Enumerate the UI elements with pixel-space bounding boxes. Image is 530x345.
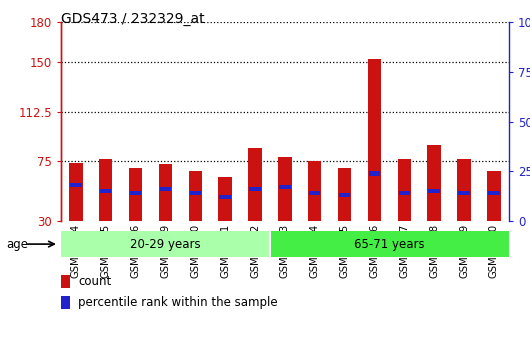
Bar (100, 189, 111, 193)
Bar (457, 159, 471, 221)
Bar (219, 195, 231, 199)
Bar (488, 191, 500, 195)
Bar (458, 191, 470, 195)
Bar (189, 170, 202, 221)
Bar (129, 168, 143, 221)
Bar (69, 162, 83, 221)
Text: percentile rank within the sample: percentile rank within the sample (78, 296, 278, 309)
Bar (487, 170, 501, 221)
Bar (309, 191, 321, 195)
Bar (428, 189, 440, 193)
Bar (249, 187, 261, 191)
Bar (338, 168, 351, 221)
Bar (190, 191, 201, 195)
Bar (248, 148, 262, 221)
Text: age: age (6, 238, 29, 251)
Bar (218, 177, 232, 221)
Text: count: count (78, 275, 111, 288)
Text: GDS473 / 232329_at: GDS473 / 232329_at (61, 12, 205, 26)
Bar (427, 146, 441, 221)
Bar (279, 185, 290, 189)
Bar (160, 187, 171, 191)
Bar (369, 171, 380, 176)
Bar (130, 191, 142, 195)
Bar (339, 193, 350, 197)
Bar (278, 157, 292, 221)
Bar (398, 159, 411, 221)
Text: 65-71 years: 65-71 years (354, 238, 425, 250)
Bar (399, 191, 410, 195)
Bar (70, 183, 82, 187)
Bar (99, 159, 112, 221)
Text: 20-29 years: 20-29 years (130, 238, 201, 250)
Bar (158, 164, 172, 221)
Bar (308, 161, 322, 221)
Bar (368, 59, 381, 221)
Bar (270, 231, 509, 257)
Bar (61, 231, 270, 257)
